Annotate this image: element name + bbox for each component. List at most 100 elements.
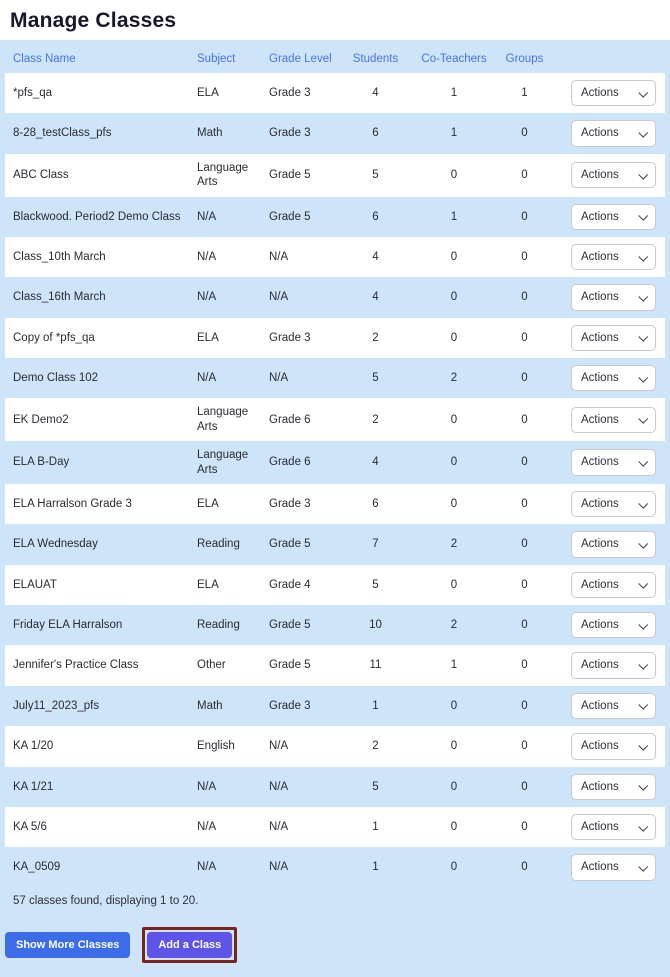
- co-teachers-cell: 0: [450, 861, 458, 874]
- co-teachers-cell: 0: [450, 699, 458, 712]
- actions-dropdown[interactable]: Actions: [571, 284, 656, 311]
- actions-dropdown-label: Actions: [581, 413, 619, 426]
- actions-dropdown[interactable]: Actions: [571, 449, 656, 476]
- actions-dropdown-label: Actions: [581, 127, 619, 140]
- actions-cell: Actions: [553, 565, 665, 605]
- actions-dropdown-label: Actions: [581, 291, 619, 304]
- actions-dropdown[interactable]: Actions: [571, 203, 656, 230]
- co-teachers-cell: 2: [450, 372, 458, 384]
- students-cell: 4: [372, 291, 379, 304]
- grade-level-cell: Grade 5: [269, 538, 311, 551]
- actions-cell: Actions: [553, 277, 665, 317]
- grade-level-cell: N/A: [269, 861, 289, 874]
- actions-dropdown-label: Actions: [581, 619, 619, 631]
- title-bar: Manage Classes: [0, 0, 670, 40]
- groups-cell: 0: [521, 413, 528, 426]
- actions-dropdown[interactable]: Actions: [571, 365, 656, 392]
- grade-level-cell: Grade 5: [269, 619, 311, 631]
- grade-level-cell: N/A: [269, 372, 289, 384]
- actions-cell: Actions: [553, 358, 665, 398]
- page-title: Manage Classes: [10, 9, 177, 32]
- col-header-co-teachers: Co-Teachers: [421, 53, 487, 65]
- chevron-down-icon: [638, 659, 649, 670]
- class-name-cell: July11_2023_pfs: [13, 699, 100, 712]
- subject-cell: N/A: [197, 372, 217, 384]
- grade-level-cell: N/A: [269, 740, 289, 753]
- subject-cell: Other: [197, 659, 226, 672]
- subject-cell: Language Arts: [197, 449, 249, 476]
- actions-dropdown[interactable]: Actions: [571, 571, 656, 598]
- show-more-classes-button[interactable]: Show More Classes: [5, 931, 131, 958]
- actions-dropdown-label: Actions: [581, 168, 619, 181]
- actions-dropdown[interactable]: Actions: [571, 733, 656, 760]
- actions-dropdown-label: Actions: [581, 538, 619, 551]
- students-cell: 4: [372, 456, 379, 469]
- chevron-down-icon: [638, 414, 649, 424]
- grade-level-cell: Grade 4: [269, 578, 311, 591]
- actions-dropdown[interactable]: Actions: [571, 406, 656, 433]
- actions-dropdown[interactable]: Actions: [571, 773, 656, 800]
- table-row: *pfs_qa ELA Grade 3 4 1 1 Actions: [5, 73, 665, 114]
- actions-dropdown[interactable]: Actions: [571, 120, 656, 147]
- groups-cell: 0: [521, 372, 528, 384]
- chevron-down-icon: [638, 169, 649, 180]
- co-teachers-cell: 0: [450, 168, 458, 181]
- col-header-subject: Subject: [197, 53, 236, 65]
- actions-cell: Actions: [553, 398, 665, 441]
- table-row: July11_2023_pfs Math Grade 3 1 0 0 Actio…: [5, 685, 665, 727]
- table-row: Jennifer's Practice Class Other Grade 5 …: [5, 645, 665, 686]
- actions-dropdown[interactable]: Actions: [571, 490, 656, 518]
- actions-dropdown-label: Actions: [581, 699, 619, 712]
- actions-dropdown[interactable]: Actions: [571, 652, 656, 679]
- col-header-groups: Groups: [505, 53, 544, 65]
- table-row: KA 1/20 English N/A 2 0 0 Actions: [5, 726, 665, 767]
- actions-dropdown[interactable]: Actions: [571, 813, 656, 841]
- class-name-cell: Demo Class 102: [13, 372, 99, 384]
- groups-cell: 0: [521, 780, 528, 793]
- co-teachers-cell: 0: [450, 250, 458, 263]
- grade-level-cell: Grade 3: [269, 497, 311, 510]
- subject-cell: N/A: [197, 820, 217, 833]
- actions-dropdown-label: Actions: [581, 659, 619, 672]
- students-cell: 6: [372, 210, 379, 223]
- actions-dropdown[interactable]: Actions: [571, 854, 656, 881]
- students-cell: 1: [372, 861, 379, 874]
- actions-dropdown-label: Actions: [581, 497, 619, 510]
- subject-cell: N/A: [197, 780, 217, 793]
- students-cell: 2: [372, 740, 379, 753]
- co-teachers-cell: 1: [450, 127, 458, 140]
- actions-dropdown-label: Actions: [581, 740, 619, 753]
- table-row: ELAUAT ELA Grade 4 5 0 0 Actions: [5, 564, 665, 605]
- co-teachers-cell: 0: [450, 820, 458, 833]
- groups-cell: 0: [521, 291, 528, 304]
- actions-cell: Actions: [553, 484, 665, 524]
- grade-level-cell: N/A: [269, 291, 289, 304]
- class-name-cell: ELA Harralson Grade 3: [13, 497, 132, 510]
- students-cell: 6: [372, 497, 379, 510]
- students-cell: 4: [372, 250, 379, 263]
- co-teachers-cell: 0: [450, 578, 458, 591]
- add-class-button[interactable]: Add a Class: [147, 931, 233, 958]
- grade-level-cell: Grade 6: [269, 456, 311, 469]
- class-name-cell: Jennifer's Practice Class: [13, 659, 139, 672]
- actions-dropdown-label: Actions: [581, 331, 619, 344]
- chevron-down-icon: [638, 740, 649, 751]
- actions-dropdown[interactable]: Actions: [571, 161, 656, 189]
- groups-cell: 0: [521, 168, 528, 181]
- class-name-cell: 8-28_testClass_pfs: [13, 127, 112, 140]
- actions-dropdown[interactable]: Actions: [571, 243, 656, 271]
- subject-cell: ELA: [197, 578, 219, 591]
- groups-cell: 0: [521, 250, 528, 263]
- actions-cell: Actions: [553, 686, 665, 726]
- class-name-cell: Blackwood. Period2 Demo Class: [13, 210, 181, 223]
- chevron-down-icon: [638, 538, 649, 549]
- actions-dropdown[interactable]: Actions: [571, 324, 656, 351]
- groups-cell: 0: [521, 331, 528, 344]
- actions-dropdown[interactable]: Actions: [571, 531, 656, 558]
- co-teachers-cell: 0: [450, 331, 458, 344]
- actions-dropdown[interactable]: Actions: [571, 80, 656, 107]
- actions-dropdown[interactable]: Actions: [571, 692, 656, 720]
- actions-dropdown[interactable]: Actions: [571, 612, 656, 639]
- co-teachers-cell: 0: [450, 740, 458, 753]
- grade-level-cell: Grade 5: [269, 168, 311, 181]
